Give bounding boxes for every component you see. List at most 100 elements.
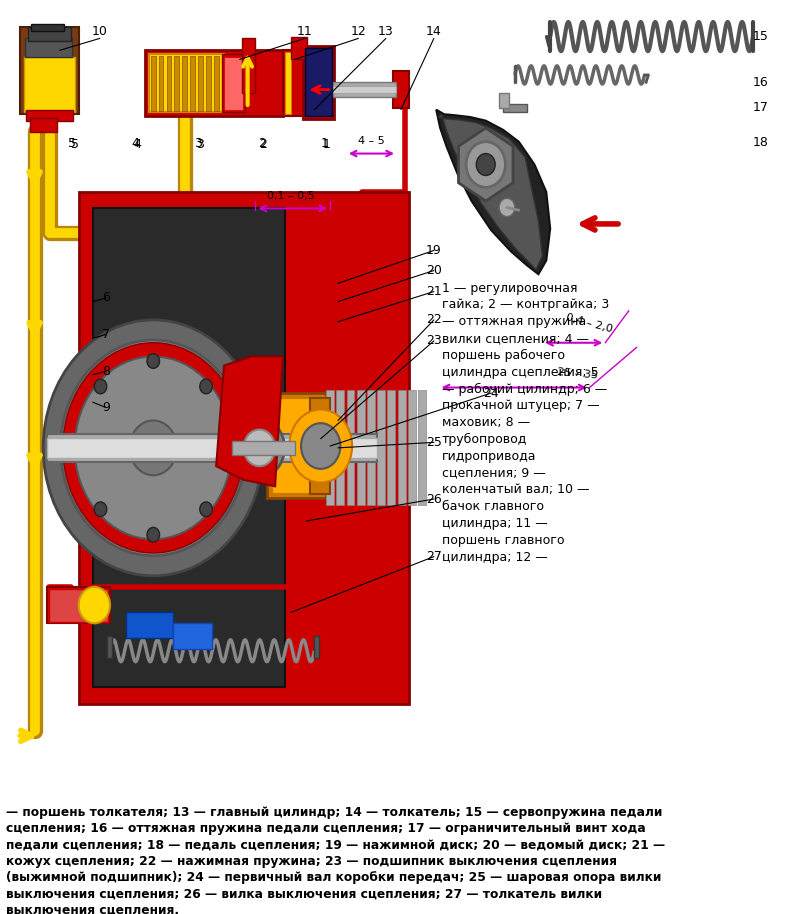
Text: 23: 23: [426, 335, 442, 347]
Bar: [314, 636, 319, 658]
Text: 10: 10: [92, 25, 108, 37]
Bar: [26, 110, 73, 121]
Bar: [20, 27, 79, 114]
Bar: [167, 56, 171, 111]
Text: 4: 4: [131, 137, 139, 150]
Bar: [310, 398, 330, 494]
Circle shape: [147, 527, 160, 542]
Text: 12: 12: [351, 25, 366, 37]
Text: 24: 24: [483, 387, 499, 399]
Text: 7: 7: [102, 328, 110, 341]
Bar: [283, 50, 292, 116]
Text: 17: 17: [753, 101, 769, 114]
Circle shape: [43, 320, 263, 576]
Circle shape: [98, 384, 208, 512]
Text: 11: 11: [297, 25, 313, 37]
Polygon shape: [458, 128, 513, 201]
Bar: [31, 24, 64, 31]
Text: 3: 3: [196, 138, 204, 151]
Bar: [222, 54, 245, 112]
Text: 27: 27: [426, 550, 442, 563]
Polygon shape: [436, 110, 550, 274]
Circle shape: [147, 354, 160, 368]
Text: 18: 18: [753, 136, 769, 149]
Bar: [288, 50, 308, 116]
Circle shape: [79, 587, 110, 623]
Circle shape: [130, 420, 177, 475]
Text: 0,4 – 2,0: 0,4 – 2,0: [565, 313, 614, 335]
Text: 14: 14: [426, 25, 442, 37]
Circle shape: [499, 198, 515, 217]
Circle shape: [222, 441, 234, 455]
Bar: [503, 104, 527, 112]
Bar: [326, 390, 334, 505]
Circle shape: [94, 379, 107, 394]
Text: 5: 5: [71, 138, 79, 151]
Bar: [145, 50, 283, 116]
Bar: [367, 390, 375, 505]
Text: 1: 1: [321, 137, 329, 150]
Bar: [333, 82, 396, 97]
Bar: [393, 71, 409, 108]
Text: 1: 1: [322, 138, 330, 151]
Text: 9: 9: [102, 401, 110, 414]
Bar: [30, 118, 57, 132]
Bar: [47, 434, 377, 462]
Text: 16: 16: [753, 76, 769, 89]
Circle shape: [301, 423, 340, 469]
Circle shape: [476, 154, 495, 175]
Bar: [174, 56, 179, 111]
Bar: [305, 48, 332, 116]
Text: 4 – 5: 4 – 5: [358, 136, 384, 146]
Circle shape: [61, 340, 246, 556]
Circle shape: [63, 343, 244, 553]
Bar: [25, 38, 72, 57]
Bar: [126, 612, 173, 638]
Bar: [387, 390, 395, 505]
Text: 25: 25: [426, 436, 442, 449]
Bar: [198, 56, 203, 111]
Text: 4: 4: [134, 138, 141, 151]
Bar: [107, 636, 112, 658]
Bar: [377, 390, 385, 505]
Text: 2: 2: [258, 137, 266, 150]
Bar: [190, 56, 195, 111]
Bar: [418, 390, 426, 505]
Bar: [232, 441, 295, 455]
Circle shape: [289, 409, 352, 483]
Text: 22: 22: [426, 314, 442, 326]
Text: 15: 15: [753, 30, 769, 43]
Polygon shape: [216, 356, 283, 486]
Bar: [49, 589, 108, 622]
Bar: [151, 56, 156, 111]
Circle shape: [200, 379, 212, 394]
Text: 8: 8: [102, 365, 110, 377]
Bar: [499, 93, 509, 108]
Bar: [285, 52, 291, 114]
Bar: [408, 390, 416, 505]
Bar: [28, 27, 71, 41]
Bar: [79, 192, 409, 704]
Bar: [333, 86, 396, 93]
Bar: [398, 390, 406, 505]
Bar: [291, 37, 307, 59]
Text: 25 – 35: 25 – 35: [557, 367, 598, 380]
Bar: [24, 57, 75, 112]
Text: 5: 5: [68, 137, 76, 150]
Text: 2: 2: [259, 138, 267, 151]
Bar: [347, 390, 354, 505]
Circle shape: [94, 502, 107, 516]
Bar: [159, 56, 163, 111]
Bar: [173, 623, 212, 649]
Text: 20: 20: [426, 264, 442, 277]
Circle shape: [75, 356, 232, 539]
Circle shape: [234, 419, 285, 477]
Bar: [47, 438, 377, 458]
Polygon shape: [439, 114, 542, 270]
Circle shape: [72, 441, 85, 455]
Text: 3: 3: [194, 137, 202, 150]
Bar: [214, 56, 219, 111]
Bar: [357, 390, 365, 505]
Bar: [267, 393, 326, 498]
Text: 19: 19: [426, 244, 442, 257]
